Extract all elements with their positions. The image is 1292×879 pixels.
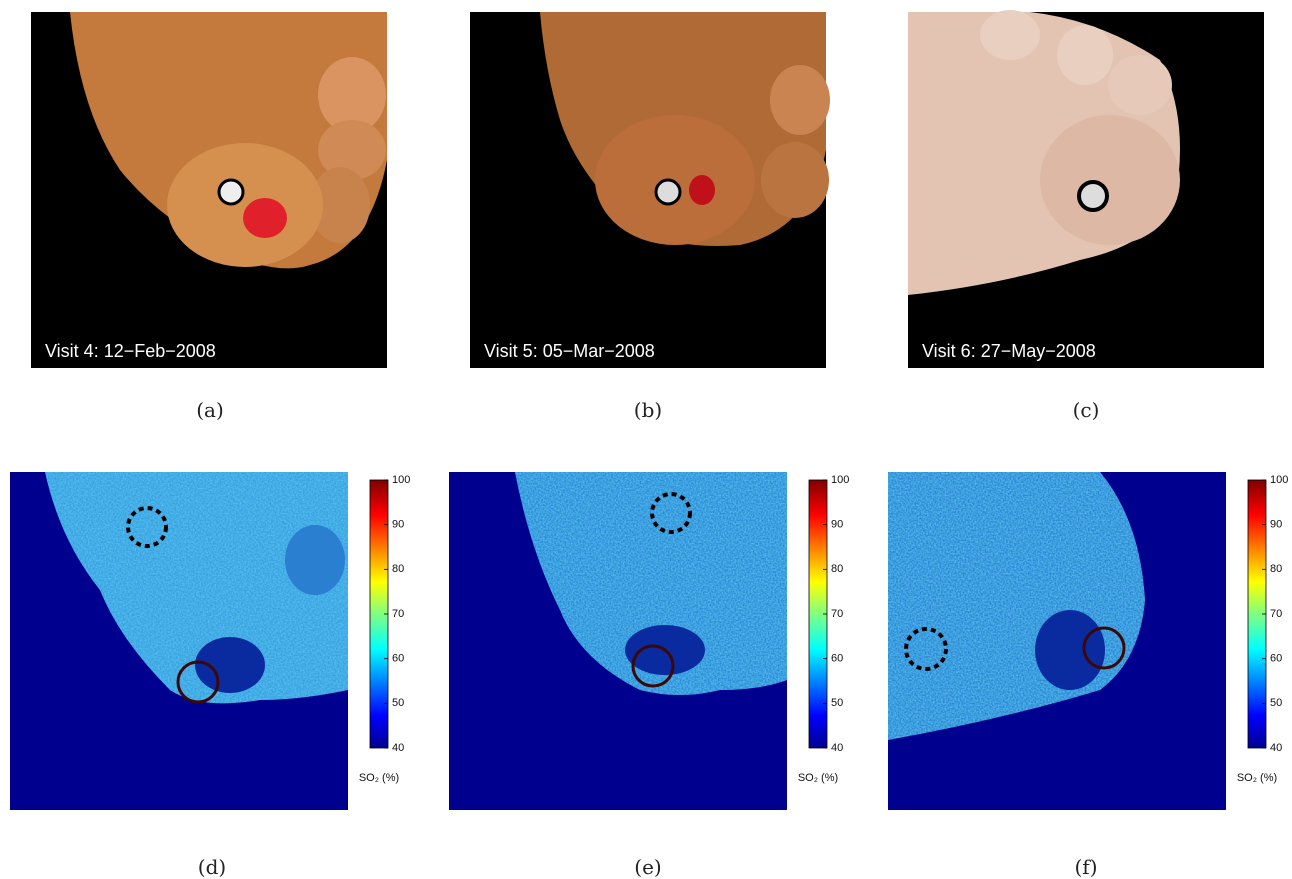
so2-map-e (449, 472, 787, 810)
colorbar-tick-label: 60 (831, 653, 843, 665)
panel-caption: (c) (1073, 398, 1100, 422)
colorbar-tick-label: 90 (831, 519, 843, 531)
colorbar-tick-label: 80 (1270, 563, 1282, 575)
panel-caption: (e) (634, 855, 661, 879)
colorbar-tick-label: 50 (1270, 697, 1282, 709)
colorbar-tick-label: 100 (831, 474, 849, 486)
so2-map-f (888, 472, 1226, 810)
panel-caption: (b) (634, 398, 662, 422)
colorbar-label: SO₂ (%) (798, 772, 838, 784)
colorbar-tick-label: 40 (831, 742, 843, 754)
colorbar-tick-label: 70 (1270, 608, 1282, 620)
panel-caption: (d) (198, 855, 226, 879)
photo-b: Visit 5: 05−Mar−2008 (470, 12, 830, 368)
panel-caption: (f) (1074, 855, 1097, 879)
colorbar-tick-label: 90 (392, 519, 404, 531)
photo-c: Visit 6: 27−May−2008 (908, 10, 1264, 368)
colorbar-tick-label: 60 (1270, 653, 1282, 665)
visit-label: Visit 4: 12−Feb−2008 (45, 341, 216, 361)
colorbar-tick-label: 50 (392, 697, 404, 709)
visit-label: Visit 5: 05−Mar−2008 (484, 341, 655, 361)
visit-label: Visit 6: 27−May−2008 (922, 341, 1096, 361)
photo-a: Visit 4: 12−Feb−2008 (31, 12, 387, 368)
figure: Visit 4: 12−Feb−2008 (a) Visit 5: 05−Mar… (0, 0, 1292, 879)
colorbar-tick-label: 100 (1270, 474, 1288, 486)
colorbar-label: SO₂ (%) (359, 772, 399, 784)
colorbar-tick-label: 50 (831, 697, 843, 709)
so2-map-d (10, 472, 348, 810)
colorbar-tick-label: 80 (831, 563, 843, 575)
colorbar-tick-label: 40 (1270, 742, 1282, 754)
colorbar-tick-label: 100 (392, 474, 410, 486)
colorbar-tick-label: 40 (392, 742, 404, 754)
colorbar-label: SO₂ (%) (1237, 772, 1277, 784)
colorbar-tick-label: 80 (392, 563, 404, 575)
colorbar-tick-label: 60 (392, 653, 404, 665)
colorbar-tick-label: 70 (831, 608, 843, 620)
colorbar-tick-label: 90 (1270, 519, 1282, 531)
panel-caption: (a) (196, 398, 224, 422)
colorbar-tick-label: 70 (392, 608, 404, 620)
